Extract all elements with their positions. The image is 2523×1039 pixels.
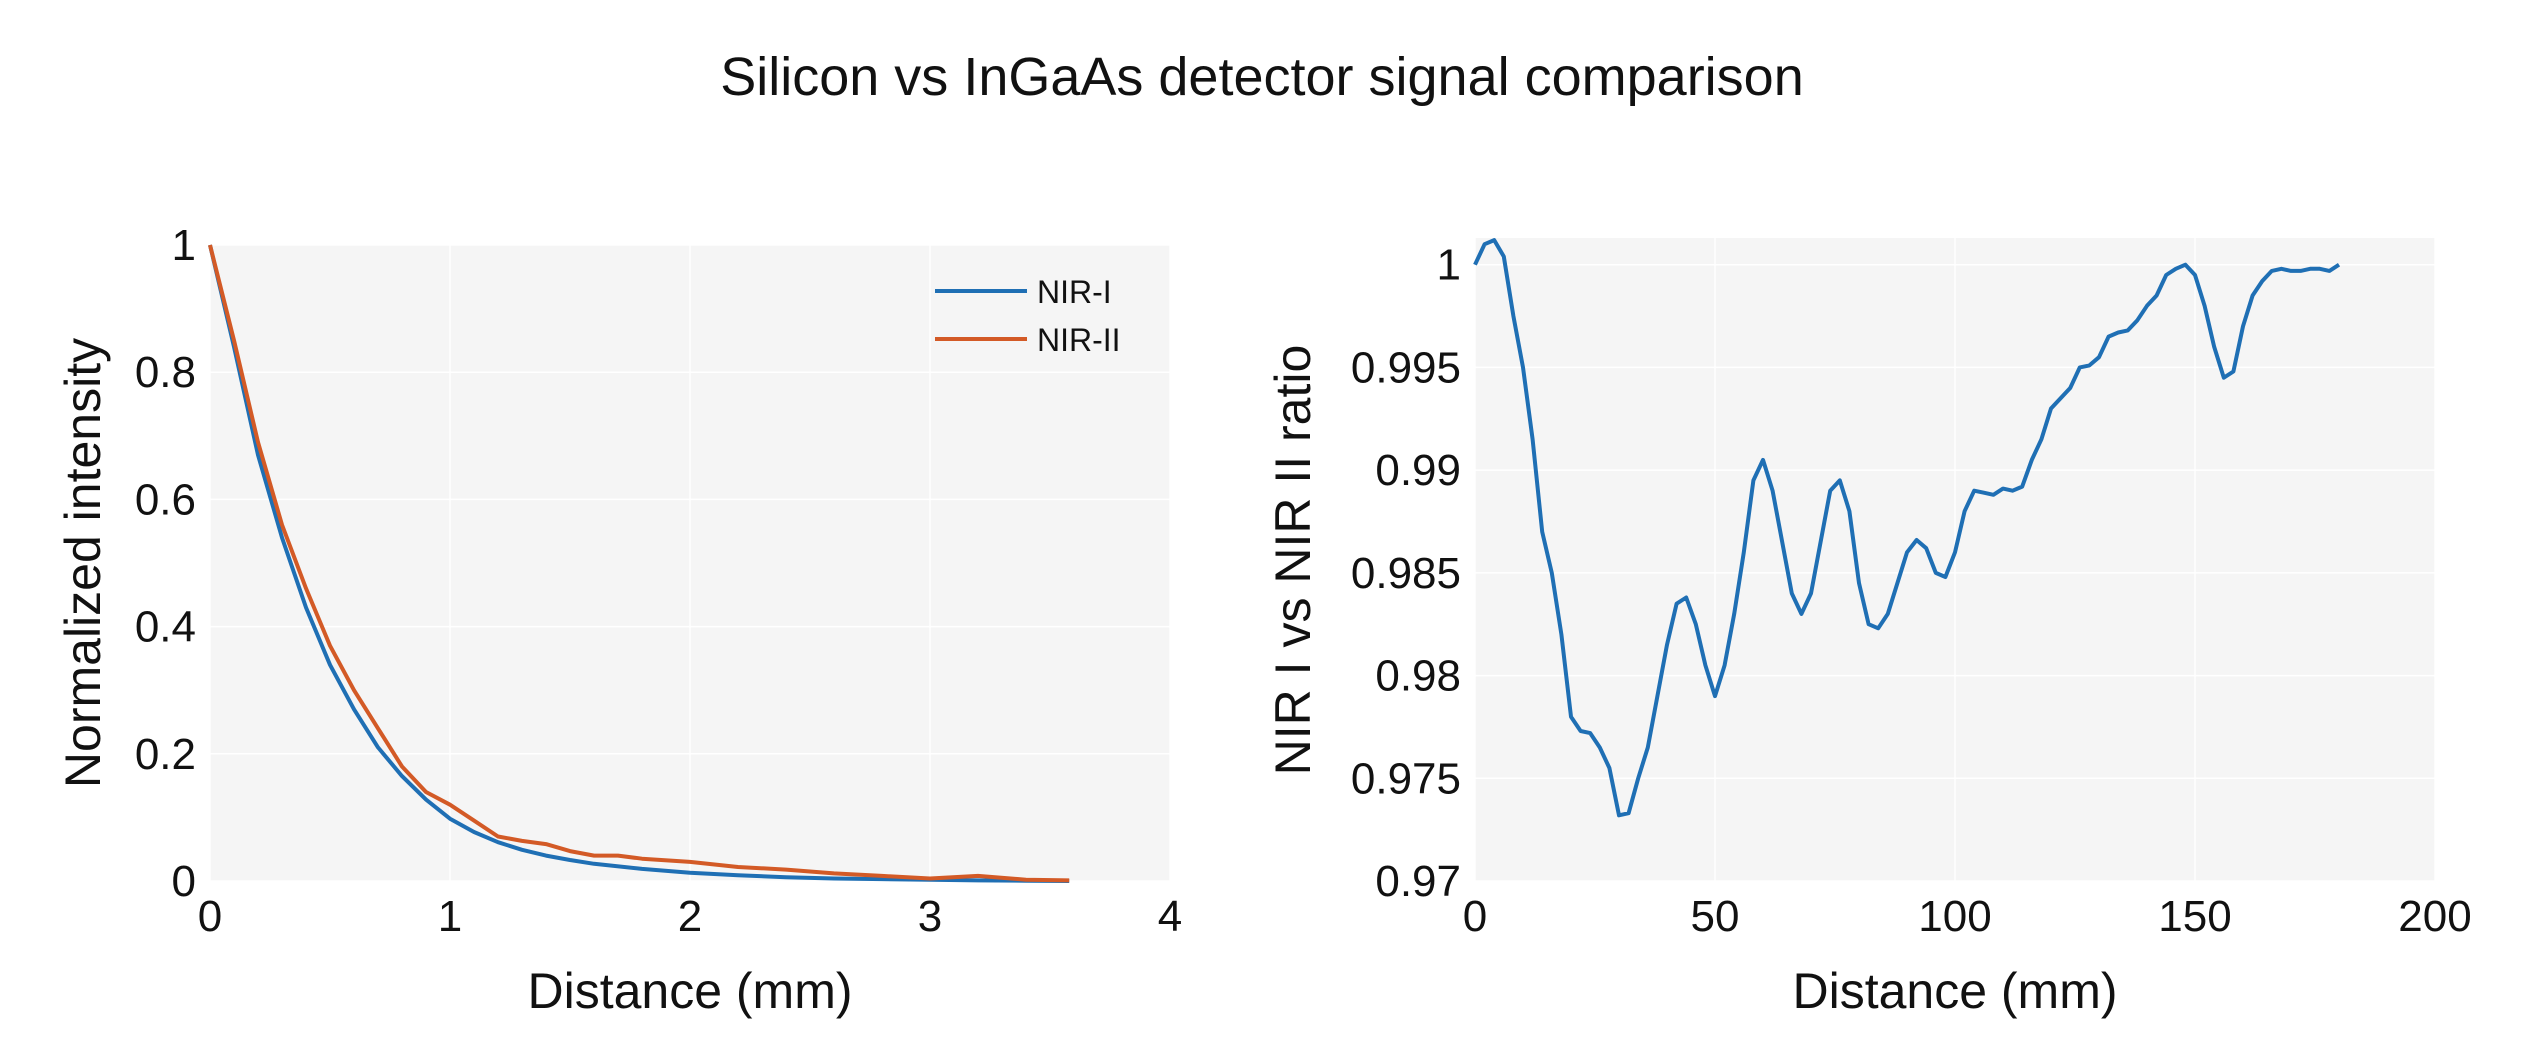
legend-label-nir-i: NIR-I [1037, 274, 1112, 310]
x-tick-label: 1 [438, 892, 462, 941]
right-x-axis-label: Distance (mm) [1792, 963, 2117, 1019]
y-tick-label: 0.8 [135, 348, 196, 397]
series-line-ratio [1473, 238, 2341, 818]
y-tick-label: 0.2 [135, 730, 196, 779]
left-y-axis-label: Normalized intensity [55, 338, 111, 788]
y-tick-label: 0.98 [1375, 652, 1461, 701]
x-tick-label: 50 [1691, 892, 1740, 941]
x-tick-label: 0 [1463, 892, 1487, 941]
x-tick-label: 200 [2398, 892, 2471, 941]
left-x-axis-label: Distance (mm) [527, 963, 852, 1019]
x-tick-label: 4 [1158, 892, 1182, 941]
x-tick-label: 2 [678, 892, 702, 941]
x-tick-label: 150 [2158, 892, 2231, 941]
series-line-nir-i [208, 244, 1070, 883]
legend: NIR-I NIR-II [935, 274, 1121, 358]
y-tick-label: 0 [172, 857, 196, 906]
y-tick-label: 1 [1437, 241, 1461, 290]
x-tick-label: 100 [1918, 892, 1991, 941]
y-tick-label: 0.6 [135, 475, 196, 524]
y-tick-label: 0.995 [1351, 343, 1461, 392]
left-chart: 0 1 2 3 4 0 0.2 0.4 0.6 0.8 1 Distance (mm) Norma… [55, 221, 1182, 1019]
legend-label-nir-ii: NIR-II [1037, 322, 1121, 358]
right-y-axis-label: NIR I vs NIR II ratio [1265, 345, 1321, 776]
series-line-nir-ii [208, 244, 1070, 883]
right-chart: 0 50 100 150 200 0.97 0.975 0.98 0.985 0.99 0.995… [1265, 238, 2472, 1019]
y-tick-label: 0.97 [1375, 857, 1461, 906]
y-tick-label: 0.4 [135, 603, 196, 652]
y-tick-label: 0.985 [1351, 549, 1461, 598]
figure-title: Silicon vs InGaAs detector signal compar… [720, 47, 1804, 107]
x-tick-label: 3 [918, 892, 942, 941]
x-tick-label: 0 [198, 892, 222, 941]
y-tick-label: 1 [172, 221, 196, 270]
y-tick-label: 0.99 [1375, 446, 1461, 495]
y-tick-label: 0.975 [1351, 754, 1461, 803]
